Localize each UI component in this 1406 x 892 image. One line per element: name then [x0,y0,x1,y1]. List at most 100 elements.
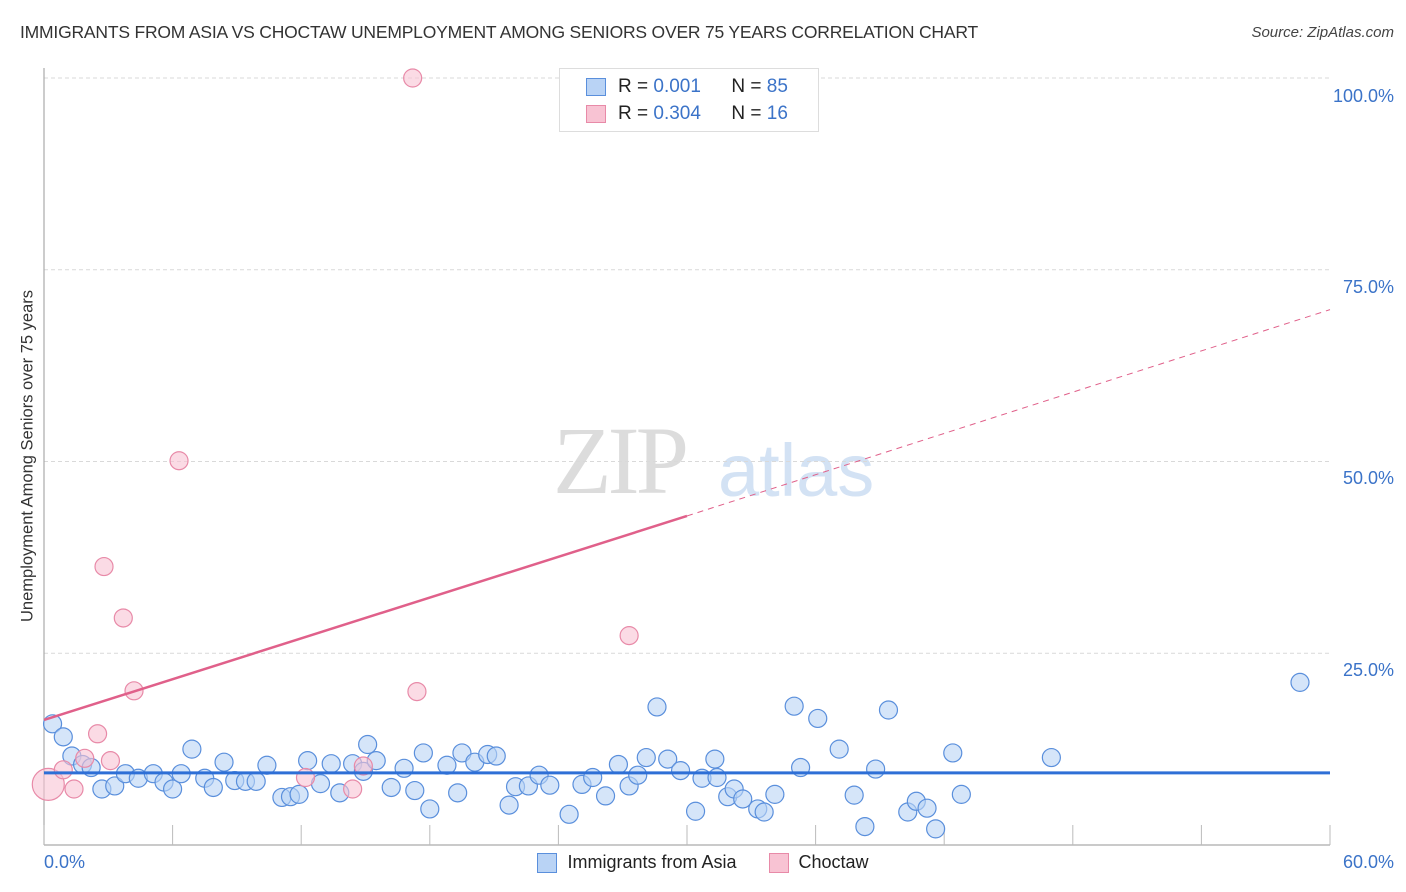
data-point-asia[interactable] [182,739,202,759]
data-point-choctaw[interactable] [94,556,114,577]
legend-row-asia: R = 0.001 N = 85 [586,76,788,98]
data-point-asia[interactable] [420,799,440,819]
pink-swatch-icon [586,105,606,123]
r-value: 0.304 [653,103,701,124]
r-label: R = [618,76,649,97]
data-point-choctaw[interactable] [87,724,108,744]
r-value: 0.001 [653,76,701,97]
data-point-choctaw[interactable] [295,767,316,788]
correlation-legend: R = 0.001 N = 85 R = 0.304 N = 16 [559,68,819,132]
trend-line-choctaw-dashed [686,309,1331,517]
legend-item-asia[interactable]: Immigrants from Asia [537,852,737,873]
data-point-asia[interactable] [844,785,864,805]
data-point-asia[interactable] [559,804,579,824]
x-tick-60: 60.0% [1342,852,1394,872]
data-point-choctaw[interactable] [75,748,95,768]
legend-item-choctaw[interactable]: Choctaw [768,852,869,873]
data-point-asia[interactable] [413,743,433,763]
chart-title: IMMIGRANTS FROM ASIA VS CHOCTAW UNEMPLOY… [20,22,978,42]
data-point-asia[interactable] [866,759,886,779]
data-point-choctaw[interactable] [619,626,639,646]
trend-line-choctaw-solid [43,514,688,722]
data-point-asia[interactable] [670,761,691,781]
data-point-asia[interactable] [1041,747,1061,768]
n-label: N = [731,76,762,97]
data-point-asia[interactable] [540,775,560,795]
data-point-asia[interactable] [499,795,519,815]
source-label: Source: ZipAtlas.com [1251,24,1394,41]
pink-swatch-icon [768,852,789,873]
legend-label: Immigrants from Asia [567,852,737,872]
data-point-asia[interactable] [595,786,616,806]
watermark-zip: ZIP [553,407,689,514]
data-point-choctaw[interactable] [100,751,121,771]
axes [43,68,1331,846]
legend-row-choctaw: R = 0.304 N = 16 [586,103,788,125]
y-tick-100: 100.0% [1332,86,1394,106]
data-point-choctaw[interactable] [64,779,84,799]
series-choctaw [31,68,639,802]
data-point-asia[interactable] [784,696,804,716]
blue-swatch-icon [586,78,606,96]
data-point-asia[interactable] [358,734,378,755]
data-point-asia[interactable] [583,767,603,788]
x-tick-0: 0.0% [44,852,86,872]
series-legend: Immigrants from Asia Choctaw [0,852,1406,873]
data-point-asia[interactable] [486,746,506,766]
data-point-asia[interactable] [754,802,774,822]
data-point-asia[interactable] [203,777,223,798]
data-point-asia[interactable] [765,784,785,804]
data-point-asia[interactable] [658,749,678,769]
data-point-choctaw[interactable] [407,681,427,702]
data-point-choctaw[interactable] [53,760,73,780]
data-point-asia[interactable] [878,700,899,720]
data-point-asia[interactable] [1290,672,1310,692]
data-point-asia[interactable] [829,739,849,759]
r-label: R = [618,103,649,124]
y-tick-50: 50.0% [1342,468,1394,488]
data-point-asia[interactable] [855,816,875,837]
data-point-choctaw[interactable] [169,451,189,471]
data-point-asia[interactable] [321,754,341,774]
data-point-asia[interactable] [298,751,318,771]
data-point-choctaw[interactable] [403,68,423,88]
data-point-asia[interactable] [214,752,234,772]
n-value: 16 [766,103,788,124]
data-point-asia[interactable] [289,784,309,804]
data-point-asia[interactable] [381,777,401,798]
data-point-asia[interactable] [105,776,125,796]
data-point-asia[interactable] [808,708,828,729]
legend-label: Choctaw [798,852,869,872]
data-point-asia[interactable] [636,747,656,768]
data-point-asia[interactable] [707,767,727,788]
data-point-choctaw[interactable] [343,779,363,799]
data-point-choctaw[interactable] [353,756,373,776]
data-point-asia[interactable] [608,754,629,775]
data-point-asia[interactable] [733,789,753,809]
data-point-asia[interactable] [705,749,725,769]
data-point-asia[interactable] [246,771,266,791]
blue-swatch-icon [537,852,558,873]
data-point-choctaw[interactable] [113,608,133,628]
data-point-asia[interactable] [943,743,963,763]
data-point-asia[interactable] [685,801,706,821]
data-point-choctaw[interactable] [31,767,65,802]
data-point-asia[interactable] [647,697,667,717]
data-point-asia[interactable] [394,758,414,778]
data-point-asia[interactable] [448,783,468,803]
n-value: 85 [766,76,788,97]
n-label: N = [731,103,762,124]
series-immigrants-from-asia [42,672,1310,839]
data-point-asia[interactable] [628,765,648,785]
data-point-asia[interactable] [917,798,937,818]
data-point-asia[interactable] [405,780,425,801]
data-point-asia[interactable] [951,784,971,804]
data-point-asia[interactable] [163,779,183,799]
data-point-asia[interactable] [926,819,946,839]
y-tick-25: 25.0% [1342,660,1394,680]
y-tick-75: 75.0% [1342,277,1394,297]
data-point-asia[interactable] [53,727,73,747]
gridlines [44,77,1330,654]
trend-lines [43,309,1331,775]
